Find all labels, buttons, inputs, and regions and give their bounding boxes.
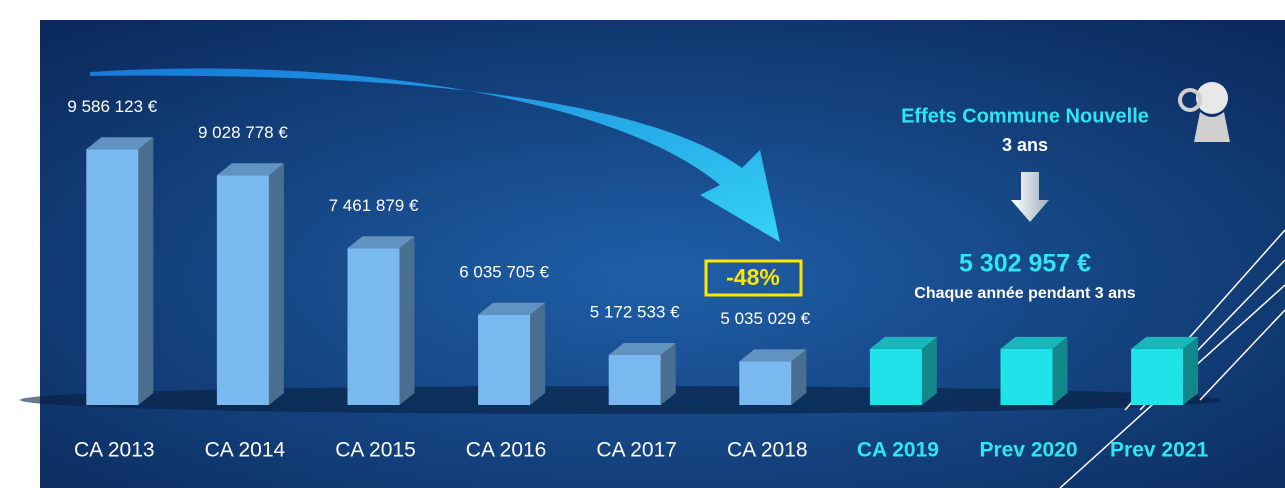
bar-side	[791, 349, 807, 405]
bar-top	[1000, 336, 1068, 349]
bar-side	[138, 137, 154, 405]
bar-side	[1183, 336, 1199, 405]
effects-title: Effets Commune Nouvelle	[901, 105, 1149, 127]
bar-top	[86, 137, 154, 150]
value-label: 7 461 879 €	[329, 196, 419, 215]
bar-side	[399, 236, 415, 405]
x-tick-label: CA 2013	[74, 439, 155, 462]
bar-top	[216, 163, 284, 176]
bar-side	[660, 343, 676, 405]
x-tick-label: Prev 2020	[979, 439, 1077, 462]
value-label: 6 035 705 €	[459, 262, 549, 281]
bar	[608, 355, 661, 405]
value-label: 5 172 533 €	[590, 302, 680, 321]
bar	[347, 248, 400, 405]
x-tick-label: CA 2014	[205, 439, 286, 462]
bar	[86, 149, 139, 405]
decline-label: -48%	[726, 264, 780, 290]
bar-top	[739, 349, 807, 362]
bar-top	[347, 236, 415, 249]
bar	[1000, 348, 1053, 405]
bar	[478, 314, 531, 405]
value-label: 9 586 123 €	[67, 97, 157, 116]
x-tick-label: CA 2018	[727, 439, 808, 462]
bar	[216, 175, 269, 405]
effects-duration: 3 ans	[1002, 135, 1048, 155]
x-tick-label: CA 2017	[596, 439, 677, 462]
x-tick-label: CA 2019	[857, 439, 939, 462]
value-label: 9 028 778 €	[198, 123, 288, 142]
bar-top	[608, 343, 676, 356]
value-label: 5 035 029 €	[720, 309, 810, 328]
bar-top	[478, 302, 546, 315]
x-tick-label: Prev 2021	[1110, 439, 1208, 462]
bar-side	[1052, 336, 1068, 405]
bar	[1131, 348, 1184, 405]
bar-side	[268, 163, 284, 405]
bar-side	[921, 336, 937, 405]
down-arrow	[1011, 172, 1049, 222]
bar-top	[869, 336, 937, 349]
figure-icon	[1178, 82, 1230, 142]
bar-top	[1131, 336, 1199, 349]
bar	[869, 348, 922, 405]
bar-side	[530, 302, 546, 405]
effects-amount: 5 302 957 €	[959, 250, 1091, 278]
x-tick-label: CA 2015	[335, 439, 416, 462]
effects-note: Chaque année pendant 3 ans	[914, 285, 1135, 302]
x-tick-label: CA 2016	[466, 439, 547, 462]
bar	[739, 361, 792, 405]
decline-box	[704, 259, 803, 297]
